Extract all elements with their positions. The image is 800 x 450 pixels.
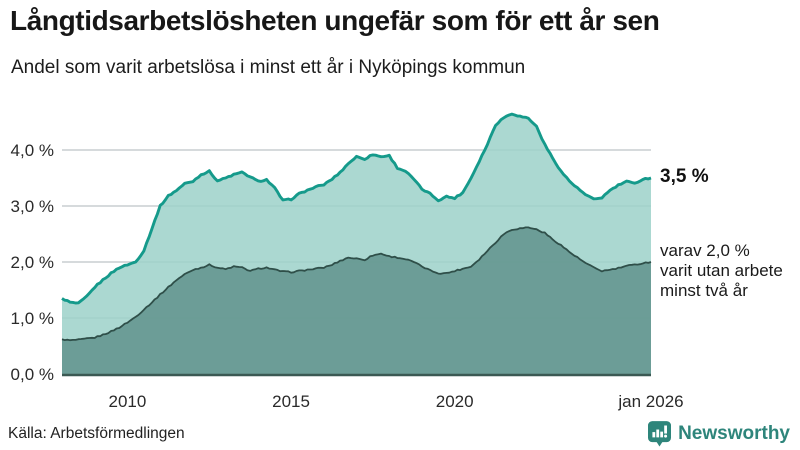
total-series-line — [61, 112, 652, 305]
dark-series-line — [61, 226, 652, 342]
x-axis-tick-label: 2020 — [436, 392, 474, 411]
page-subtitle: Andel som varit arbetslösa i minst ett å… — [11, 57, 526, 78]
newsworthy-logo-text: Newsworthy — [678, 423, 790, 444]
y-axis-tick-label: 2,0 % — [11, 253, 54, 272]
y-axis-tick-label: 1,0 % — [11, 309, 54, 328]
dark-series-end-annotation: varav 2,0 % varit utan arbete minst två … — [660, 241, 783, 300]
newsworthy-logo-icon — [648, 420, 672, 446]
x-axis-tick-label: jan 2026 — [617, 392, 683, 411]
page-title: Långtidsarbetslösheten ungefär som för e… — [10, 5, 660, 36]
y-axis-tick-label: 3,0 % — [11, 197, 54, 216]
x-axis-tick-label: 2015 — [272, 392, 310, 411]
newsworthy-brand: Newsworthy — [648, 420, 790, 448]
y-axis-tick-label: 4,0 % — [11, 141, 54, 160]
total-series-end-value: 3,5 % — [660, 166, 709, 187]
source-note: Källa: Arbetsförmedlingen — [8, 425, 185, 442]
y-axis-tick-label: 0,0 % — [11, 365, 54, 384]
x-axis-tick-label: 2010 — [109, 392, 147, 411]
dark-series-area — [62, 227, 651, 374]
